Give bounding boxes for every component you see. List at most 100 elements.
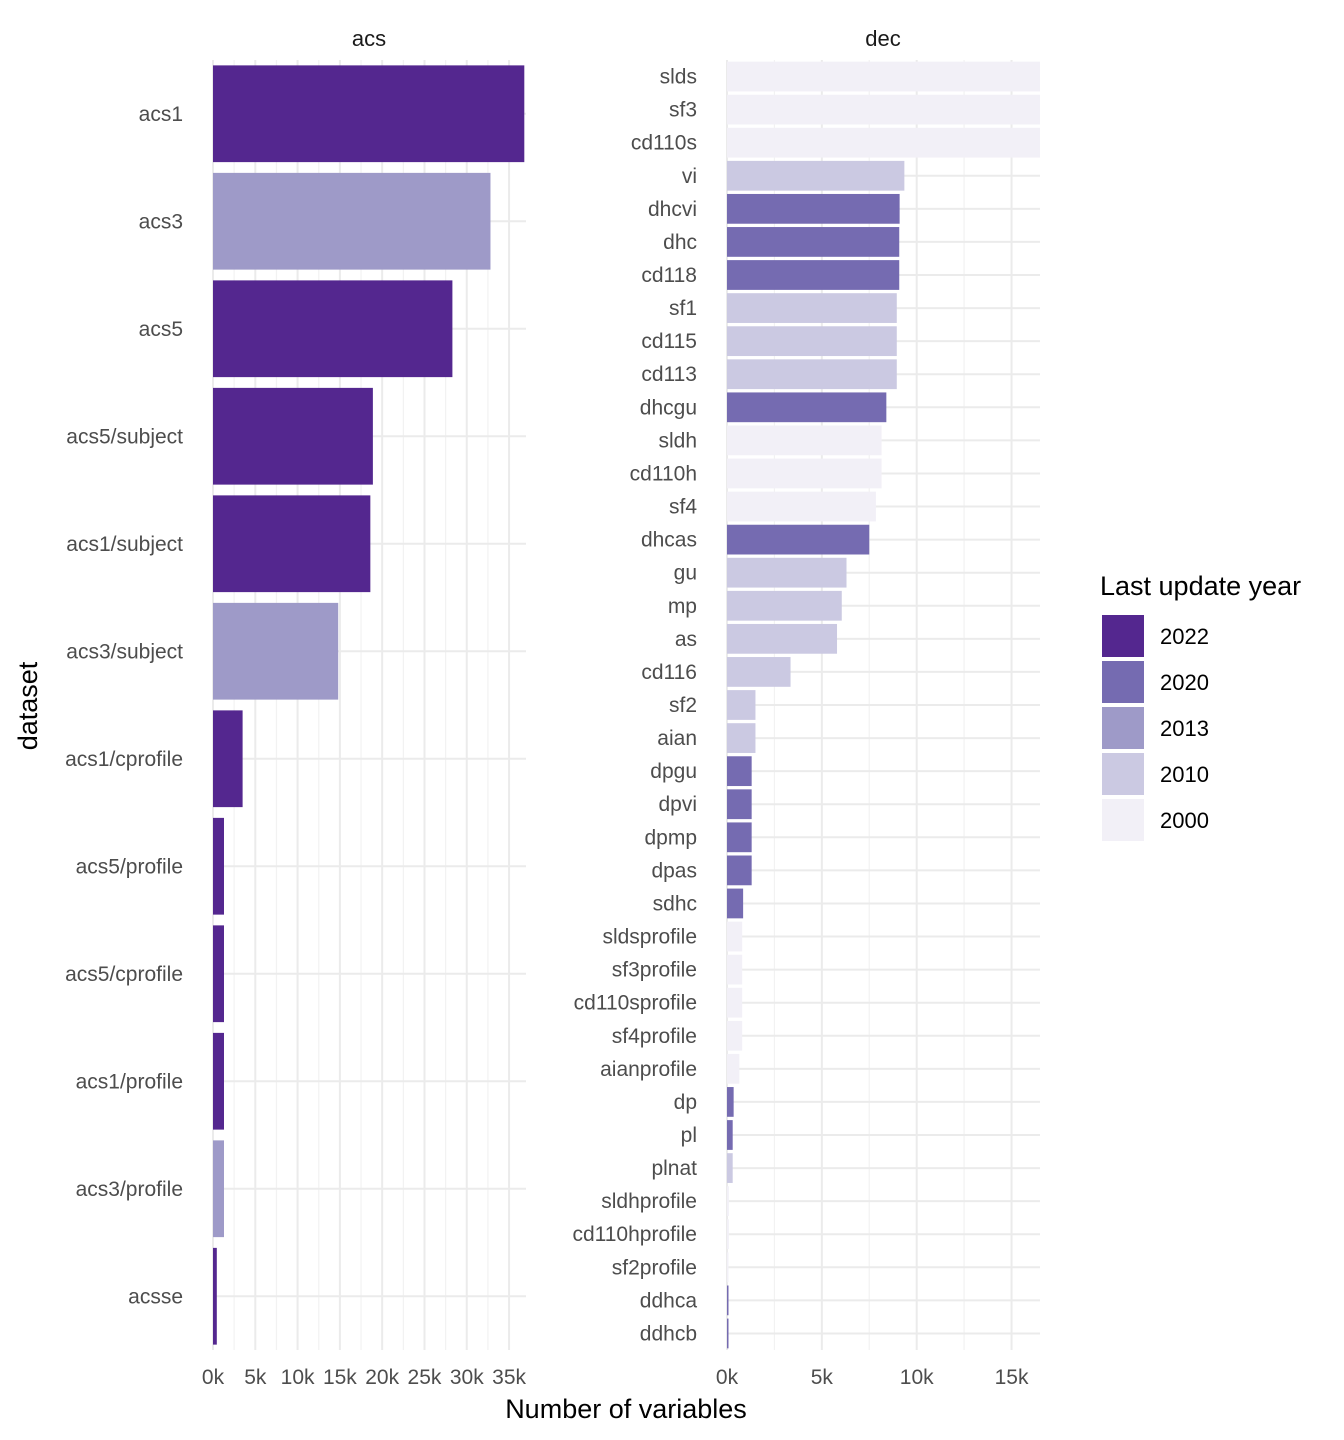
bar-sf4 — [727, 491, 876, 522]
y-tick-label: acs1/profile — [76, 1070, 183, 1093]
bar-acs3-profile — [213, 1140, 224, 1238]
y-tick-label: acs3/profile — [76, 1178, 183, 1201]
bar-acs1-profile — [213, 1032, 224, 1130]
legend-key-2000 — [1102, 799, 1144, 841]
y-tick-label: mp — [668, 595, 697, 618]
bar-cd118 — [727, 260, 900, 290]
bar-acs5-subject — [213, 387, 373, 485]
legend-label: 2000 — [1160, 808, 1209, 833]
y-tick-label: sf1 — [669, 297, 697, 320]
bar-acs5-cprofile — [213, 925, 224, 1023]
bar-aian — [727, 723, 756, 753]
bar-cd110s — [727, 127, 1040, 158]
y-tick-label: sldh — [658, 429, 697, 452]
x-tick-label: 35k — [492, 1366, 526, 1389]
bar-sf4profile — [727, 1020, 743, 1051]
bar-sdhc — [727, 888, 744, 919]
x-tick-label: 5k — [244, 1366, 267, 1389]
legend-label: 2013 — [1160, 716, 1209, 741]
bar-cd110sprofile — [727, 987, 743, 1018]
y-tick-label: plnat — [651, 1157, 697, 1180]
bar-cd115 — [727, 326, 897, 357]
y-tick-label: acsse — [128, 1285, 183, 1308]
y-tick-label: sf2 — [669, 694, 697, 717]
x-tick-label: 0k — [716, 1366, 739, 1389]
legend: Last update year 2022 2020 2013 2010 2000 — [1100, 571, 1301, 841]
bar-sldhprofile — [727, 1186, 729, 1217]
x-tick-label: 5k — [811, 1366, 834, 1389]
bar-dpas — [727, 855, 752, 886]
y-tick-label: acs5/subject — [66, 425, 183, 448]
bar-dp — [727, 1087, 734, 1117]
y-tick-label: dpgu — [650, 760, 697, 783]
bar-mp — [727, 590, 842, 621]
x-axis-title: Number of variables — [505, 1394, 747, 1424]
y-tick-label: sldsprofile — [602, 926, 697, 949]
bar-gu — [727, 557, 847, 588]
y-tick-label: sldhprofile — [601, 1190, 697, 1213]
y-tick-label: dpas — [651, 859, 697, 882]
legend-key-2010 — [1102, 753, 1144, 795]
bar-dhc — [727, 227, 900, 257]
legend-label: 2010 — [1160, 762, 1209, 787]
y-tick-label: dhcvi — [648, 198, 697, 221]
legend-title: Last update year — [1100, 571, 1301, 601]
legend-key-2022 — [1102, 615, 1144, 657]
y-tick-label: acs1 — [139, 103, 183, 126]
x-tick-label: 15k — [323, 1366, 357, 1389]
bar-acsse — [213, 1247, 217, 1345]
y-tick-label: sf3profile — [612, 959, 697, 982]
y-tick-label: cd110h — [630, 462, 697, 485]
y-tick-label: acs3 — [139, 210, 183, 233]
x-tick-label: 10k — [900, 1366, 934, 1389]
y-tick-label: dhc — [663, 231, 697, 254]
bar-sldsprofile — [727, 921, 743, 952]
facet-label-dec: dec — [865, 26, 900, 51]
bar-acs3-subject — [213, 602, 339, 700]
bar-pl — [727, 1120, 733, 1150]
y-tick-label: cd110s — [631, 132, 697, 155]
panel-dec: slds sf3 cd110s vi dhcvi dhc cd118 sf1 cd115 cd11… — [572, 60, 1040, 1389]
legend-key-2020 — [1102, 661, 1144, 703]
x-tick-label: 10k — [281, 1366, 315, 1389]
x-tick-label: 20k — [365, 1366, 399, 1389]
y-tick-label: sf4 — [669, 496, 697, 519]
y-tick-label: acs5/cprofile — [65, 963, 183, 986]
y-tick-label: cd110sprofile — [574, 992, 697, 1015]
bar-vi — [727, 160, 905, 191]
y-tick-label: cd113 — [641, 363, 697, 386]
legend-key-2013 — [1102, 707, 1144, 749]
y-tick-label: acs5/profile — [76, 855, 183, 878]
bar-acs1-cprofile — [213, 710, 243, 808]
bar-sf2profile — [727, 1252, 729, 1283]
bar-sf2 — [727, 690, 756, 720]
y-tick-label: pl — [681, 1124, 697, 1147]
bar-acs5-profile — [213, 817, 224, 915]
bar-acs3 — [213, 172, 491, 270]
bar-slds — [727, 61, 1040, 92]
bar-acs5 — [213, 280, 453, 378]
y-tick-label: dpmp — [644, 826, 697, 849]
y-tick-label: aian — [657, 727, 697, 750]
bar-dhcgu — [727, 392, 887, 423]
bar-sldh — [727, 425, 882, 456]
bar-acs1-subject — [213, 495, 371, 593]
y-tick-label: aianprofile — [600, 1058, 697, 1081]
bar-dhcas — [727, 524, 870, 555]
y-tick-label: sf2profile — [612, 1256, 697, 1279]
y-axis-title: dataset — [13, 661, 43, 750]
y-tick-label: cd115 — [641, 330, 697, 353]
bar-as — [727, 623, 838, 654]
y-tick-label: cd116 — [641, 661, 697, 684]
bar-sf3 — [727, 94, 1040, 125]
bar-cd110hprofile — [727, 1219, 729, 1250]
panel-acs: acs1 acs3 acs5 acs5/subject acs1/subject acs3… — [65, 60, 527, 1389]
legend-label: 2020 — [1160, 670, 1209, 695]
bar-cd110h — [727, 458, 882, 489]
y-tick-label: acs3/subject — [66, 640, 183, 663]
bar-dpvi — [727, 789, 752, 820]
y-tick-label: gu — [674, 562, 697, 585]
legend-label: 2022 — [1160, 624, 1209, 649]
x-tick-label: 0k — [202, 1366, 225, 1389]
